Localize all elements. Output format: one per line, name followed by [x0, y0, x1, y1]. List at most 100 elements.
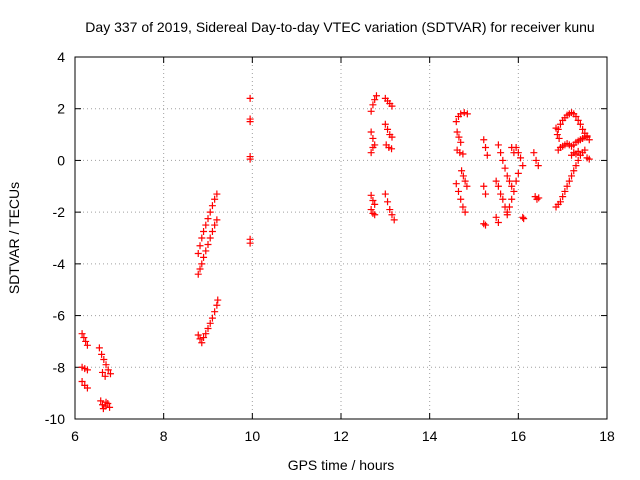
data-point [213, 190, 221, 198]
data-point [367, 206, 375, 214]
data-point [482, 144, 490, 151]
data-point [381, 190, 389, 198]
data-point [532, 156, 540, 164]
x-tick-label: 16 [511, 428, 527, 444]
data-point [514, 149, 522, 157]
x-tick-label: 18 [599, 428, 615, 444]
y-tick-label: -10 [45, 411, 65, 427]
data-point [100, 356, 108, 364]
data-point [204, 215, 212, 223]
data-point [198, 260, 206, 268]
data-point [519, 213, 527, 221]
data-point [98, 368, 106, 376]
data-point [388, 211, 396, 219]
data-point [78, 378, 86, 386]
data-point [367, 149, 375, 157]
data-point [367, 107, 375, 115]
data-point [386, 206, 394, 214]
data-point [211, 221, 219, 229]
data-point [574, 147, 582, 155]
data-point [552, 124, 560, 132]
data-point [457, 138, 465, 146]
data-point [371, 200, 379, 208]
data-point [459, 203, 467, 211]
y-tick-label: 4 [57, 49, 65, 65]
data-point [459, 150, 467, 158]
data-point [585, 136, 593, 144]
data-point [78, 330, 86, 338]
data-point [452, 180, 460, 188]
data-point [367, 128, 375, 136]
data-point [369, 209, 377, 217]
data-point [200, 253, 208, 261]
data-point [82, 337, 90, 345]
data-point [384, 198, 392, 206]
data-point [95, 344, 103, 352]
data-point [390, 216, 398, 224]
data-point [565, 177, 573, 185]
data-point [200, 228, 208, 236]
data-point [574, 156, 582, 164]
data-point [384, 125, 392, 133]
data-point [503, 211, 511, 219]
data-point [568, 172, 576, 180]
data-point [576, 120, 584, 128]
data-point [492, 213, 500, 221]
y-tick-label: -8 [53, 359, 66, 375]
data-point [104, 366, 112, 374]
data-point [457, 110, 465, 118]
data-point [459, 172, 467, 180]
data-point [369, 144, 377, 151]
data-point [503, 172, 511, 180]
y-axis-label: SDTVAR / TECUs [6, 182, 22, 294]
data-point [369, 134, 377, 142]
data-point [202, 330, 210, 338]
data-point [559, 193, 567, 201]
x-axis-label: GPS time / hours [288, 457, 395, 473]
data-point [246, 155, 254, 163]
data-point [461, 208, 469, 216]
data-point [83, 341, 91, 349]
data-point [512, 177, 520, 185]
data-point [208, 314, 216, 322]
x-tick-label: 14 [422, 428, 438, 444]
data-point [198, 234, 206, 242]
data-point [480, 220, 488, 228]
y-tick-label: -6 [53, 308, 66, 324]
x-tick-label: 12 [333, 428, 349, 444]
data-point [535, 194, 543, 202]
data-point [101, 372, 109, 380]
data-point [204, 325, 212, 332]
data-point [369, 101, 377, 109]
data-point [480, 182, 488, 190]
data-point [200, 334, 208, 342]
data-point [106, 370, 114, 378]
data-point [206, 208, 214, 216]
data-point [499, 195, 507, 203]
data-point [98, 350, 106, 358]
data-point [388, 145, 396, 153]
data-point [213, 301, 221, 309]
data-point [202, 247, 210, 255]
data-point [510, 187, 518, 195]
data-point [534, 162, 542, 170]
plot-frame [74, 56, 608, 420]
data-point [106, 403, 114, 411]
data-point [372, 92, 380, 100]
data-point [570, 167, 578, 175]
data-point [213, 216, 221, 224]
data-point [463, 182, 471, 190]
data-point [208, 228, 216, 236]
data-point [508, 195, 516, 203]
data-point [581, 146, 589, 154]
data-point [556, 198, 564, 206]
data-point [514, 169, 522, 177]
data-point [388, 133, 396, 141]
data-point [505, 203, 513, 211]
data-point [196, 335, 204, 343]
data-point [202, 221, 210, 229]
data-point [583, 132, 591, 140]
x-tick-label: 6 [71, 428, 79, 444]
y-tick-label: -2 [53, 204, 66, 220]
data-point [83, 384, 91, 392]
